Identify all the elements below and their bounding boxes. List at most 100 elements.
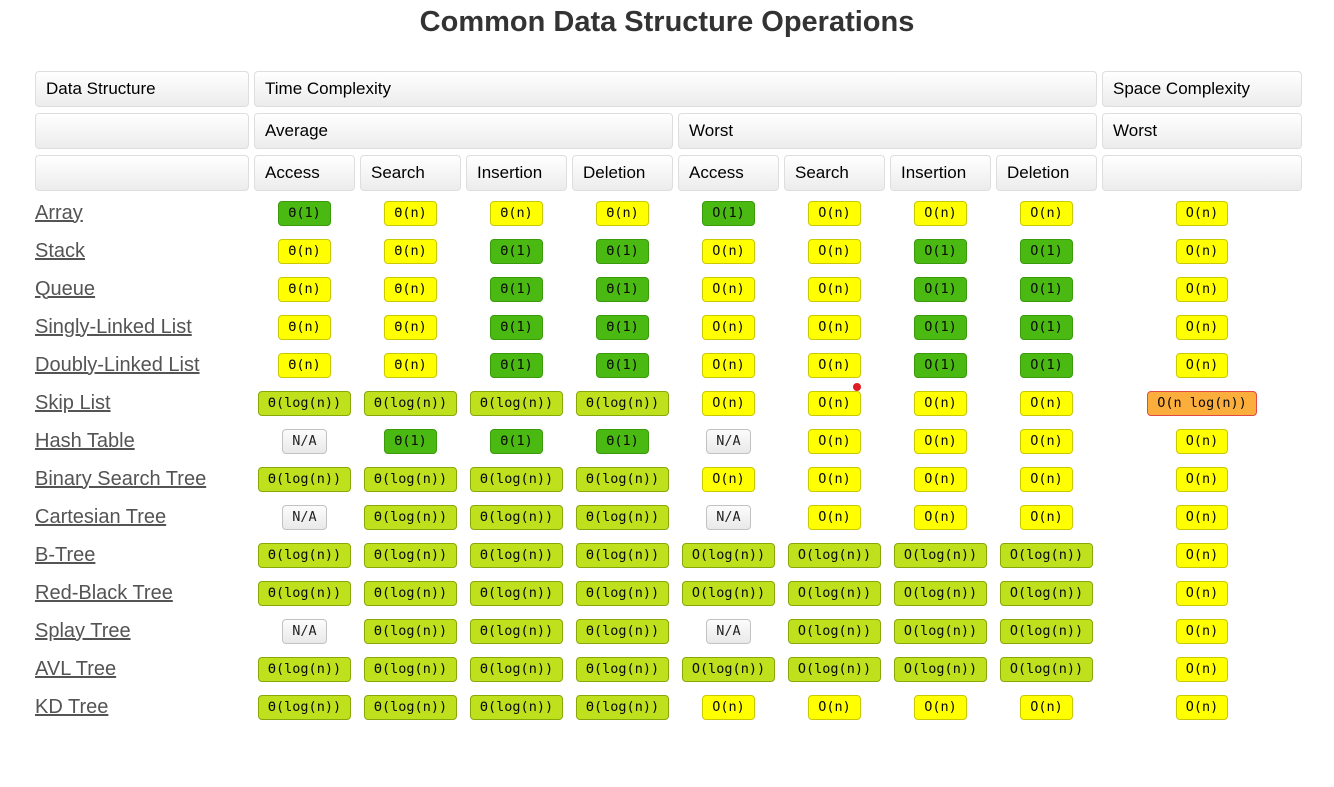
complexity-badge: O(n) bbox=[702, 276, 755, 302]
row-link-kd-tree[interactable]: KD Tree bbox=[35, 695, 109, 718]
complexity-badge: O(1) bbox=[914, 238, 967, 264]
header-row-1: Data Structure Time Complexity Space Com… bbox=[35, 71, 1302, 107]
complexity-cell: Θ(log(n)) bbox=[572, 539, 673, 571]
row-link-binary-search-tree[interactable]: Binary Search Tree bbox=[35, 467, 207, 490]
complexity-badge: O(log(n)) bbox=[787, 580, 882, 606]
table-row: Hash Table N/A Θ(1) Θ(1) Θ(1) N/A O(n) O(n) O(n)… bbox=[35, 425, 1302, 457]
table-row: Cartesian Tree N/A Θ(log(n)) Θ(log(n)) Θ(log… bbox=[35, 501, 1302, 533]
complexity-badge: O(n) bbox=[1020, 390, 1073, 416]
row-label-cell: Queue bbox=[35, 273, 249, 305]
complexity-badge: O(n) bbox=[1020, 428, 1073, 454]
row-link-stack[interactable]: Stack bbox=[35, 239, 86, 262]
complexity-cell: O(n) bbox=[678, 311, 779, 343]
row-link-hash-table[interactable]: Hash Table bbox=[35, 429, 135, 452]
complexity-cell: O(n) bbox=[890, 691, 991, 723]
row-link-array[interactable]: Array bbox=[35, 201, 83, 224]
complexity-cell: O(log(n)) bbox=[678, 653, 779, 685]
complexity-badge: Θ(log(n)) bbox=[469, 618, 564, 644]
complexity-badge: O(n) bbox=[808, 352, 861, 378]
complexity-cell: Θ(n) bbox=[254, 349, 355, 381]
complexity-badge: O(n) bbox=[1175, 314, 1229, 340]
complexity-cell: O(n) bbox=[1102, 235, 1302, 267]
complexity-cell: Θ(n) bbox=[360, 311, 461, 343]
complexity-badge: O(n) bbox=[702, 390, 755, 416]
header-avg-insertion: Insertion bbox=[466, 155, 567, 191]
complexity-badge: O(n) bbox=[1175, 580, 1229, 606]
table-row: AVL Tree Θ(log(n)) Θ(log(n)) Θ(log(n)) Θ(log… bbox=[35, 653, 1302, 685]
row-link-singly-linked-list[interactable]: Singly-Linked List bbox=[35, 315, 192, 338]
complexity-badge: O(n) bbox=[1175, 466, 1229, 492]
complexity-badge: Θ(log(n)) bbox=[363, 656, 458, 682]
complexity-badge: Θ(log(n)) bbox=[575, 618, 670, 644]
row-link-splay-tree[interactable]: Splay Tree bbox=[35, 619, 131, 642]
complexity-badge: Θ(log(n)) bbox=[257, 466, 352, 492]
header-average: Average bbox=[254, 113, 673, 149]
row-link-doubly-linked-list[interactable]: Doubly-Linked List bbox=[35, 353, 200, 376]
complexity-cell: O(log(n)) bbox=[890, 539, 991, 571]
complexity-badge: Θ(log(n)) bbox=[257, 542, 352, 568]
header-worst-deletion: Deletion bbox=[996, 155, 1097, 191]
complexity-badge: N/A bbox=[706, 618, 751, 644]
row-link-cartesian-tree[interactable]: Cartesian Tree bbox=[35, 505, 167, 528]
header-avg-access: Access bbox=[254, 155, 355, 191]
complexity-badge: N/A bbox=[282, 504, 327, 530]
complexity-badge: Θ(log(n)) bbox=[363, 390, 458, 416]
complexity-badge: Θ(log(n)) bbox=[257, 580, 352, 606]
complexity-cell: O(n) bbox=[1102, 691, 1302, 723]
row-label-cell: Stack bbox=[35, 235, 249, 267]
complexity-cell: O(n) bbox=[784, 197, 885, 229]
header-space-complexity: Space Complexity bbox=[1102, 71, 1302, 107]
header-empty-cell bbox=[35, 113, 249, 149]
complexity-cell: Θ(log(n)) bbox=[360, 691, 461, 723]
complexity-badge: O(n) bbox=[808, 504, 861, 530]
complexity-cell: O(n) bbox=[784, 425, 885, 457]
complexity-cell: O(log(n)) bbox=[890, 615, 991, 647]
complexity-badge: O(log(n)) bbox=[999, 580, 1094, 606]
complexity-cell: Θ(log(n)) bbox=[466, 691, 567, 723]
complexity-badge: Θ(log(n)) bbox=[469, 390, 564, 416]
row-link-b-tree[interactable]: B-Tree bbox=[35, 543, 96, 566]
row-link-skip-list[interactable]: Skip List bbox=[35, 391, 111, 414]
row-label-cell: Red-Black Tree bbox=[35, 577, 249, 609]
complexity-cell: O(n) bbox=[996, 501, 1097, 533]
complexity-cell: Θ(log(n)) bbox=[466, 539, 567, 571]
complexity-cell: Θ(log(n)) bbox=[466, 653, 567, 685]
complexity-badge: Θ(n) bbox=[278, 238, 331, 264]
complexity-cell: O(n) bbox=[678, 349, 779, 381]
complexity-badge: O(n) bbox=[1175, 200, 1229, 226]
complexity-badge: O(n) bbox=[808, 466, 861, 492]
complexity-cell: O(1) bbox=[890, 273, 991, 305]
complexity-cell: O(log(n)) bbox=[996, 539, 1097, 571]
row-link-queue[interactable]: Queue bbox=[35, 277, 96, 300]
complexity-badge: O(n) bbox=[1175, 238, 1229, 264]
table-row: Doubly-Linked List Θ(n) Θ(n) Θ(1) Θ(1) O(n) O(… bbox=[35, 349, 1302, 381]
complexity-badge: O(n) bbox=[1175, 352, 1229, 378]
complexity-badge: Θ(n) bbox=[384, 276, 437, 302]
complexity-badge: O(1) bbox=[914, 352, 967, 378]
header-empty-cell bbox=[35, 155, 249, 191]
complexity-badge: O(n) bbox=[702, 694, 755, 720]
complexity-cell: Θ(1) bbox=[360, 425, 461, 457]
complexity-cell: O(n) bbox=[784, 463, 885, 495]
row-link-avl-tree[interactable]: AVL Tree bbox=[35, 657, 117, 680]
complexity-cell: O(1) bbox=[890, 349, 991, 381]
complexity-cell: O(1) bbox=[890, 311, 991, 343]
complexity-badge: O(n) bbox=[1175, 428, 1229, 454]
table-row: Binary Search Tree Θ(log(n)) Θ(log(n)) Θ(lo… bbox=[35, 463, 1302, 495]
complexity-cell: O(n) bbox=[678, 463, 779, 495]
complexity-cell: Θ(log(n)) bbox=[254, 577, 355, 609]
table-row: Queue Θ(n) Θ(n) Θ(1) Θ(1) O(n) O(n) O(1) O(1) O(n… bbox=[35, 273, 1302, 305]
complexity-cell: Θ(1) bbox=[466, 273, 567, 305]
complexity-cell: Θ(n) bbox=[360, 349, 461, 381]
complexity-badge: O(1) bbox=[702, 200, 755, 226]
complexity-cell: O(n) bbox=[678, 235, 779, 267]
complexity-badge: Θ(1) bbox=[596, 276, 649, 302]
complexity-badge: Θ(log(n)) bbox=[363, 618, 458, 644]
complexity-cell: O(log(n)) bbox=[784, 653, 885, 685]
complexity-cell: O(1) bbox=[996, 273, 1097, 305]
complexity-cell: Θ(log(n)) bbox=[572, 691, 673, 723]
row-link-red-black-tree[interactable]: Red-Black Tree bbox=[35, 581, 173, 604]
complexity-badge: O(n) bbox=[1020, 694, 1073, 720]
complexity-cell: Θ(log(n)) bbox=[360, 577, 461, 609]
complexity-badge: O(n) bbox=[1020, 466, 1073, 492]
